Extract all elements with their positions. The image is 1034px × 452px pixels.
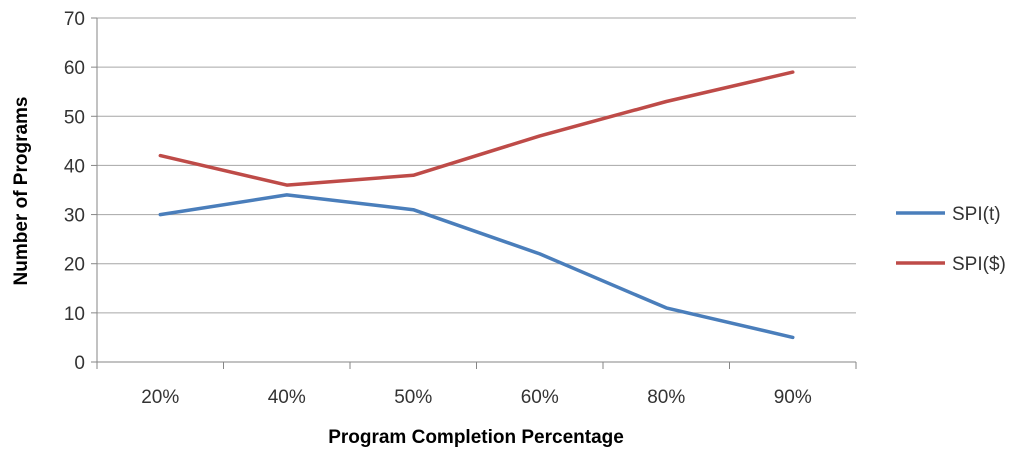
- gridlines: [97, 17, 856, 314]
- x-tick-label: 20%: [141, 387, 179, 408]
- series-lines: [158, 70, 795, 340]
- y-tick-label: 60: [64, 58, 85, 79]
- legend: SPI(t) SPI($): [896, 204, 1006, 275]
- x-tick-labels: 20% 40% 50% 60% 80% 90%: [141, 387, 812, 408]
- y-tick-label: 40: [64, 156, 85, 177]
- legend-item: SPI($): [896, 254, 1006, 275]
- series-line-1: [158, 70, 795, 187]
- x-tick-label: 50%: [394, 387, 432, 408]
- x-axis-title: Program Completion Percentage: [328, 427, 624, 448]
- y-tick-label: 20: [64, 255, 85, 276]
- y-tick-labels: 0 10 20 30 40 50 60 70: [64, 9, 85, 374]
- legend-label: SPI(t): [952, 204, 1001, 225]
- series-line-0: [158, 193, 795, 340]
- y-tick-label: 0: [74, 353, 85, 374]
- y-axis-title: Number of Programs: [11, 97, 32, 286]
- legend-item: SPI(t): [896, 204, 1001, 225]
- x-tick-label: 40%: [268, 387, 306, 408]
- y-tick-label: 10: [64, 304, 85, 325]
- x-tick-label: 60%: [521, 387, 559, 408]
- legend-label: SPI($): [952, 254, 1006, 275]
- y-tick-label: 50: [64, 107, 85, 128]
- axes: [91, 17, 857, 369]
- y-tick-label: 70: [64, 9, 85, 30]
- x-tick-label: 90%: [774, 387, 812, 408]
- y-tick-label: 30: [64, 206, 85, 227]
- x-tick-label: 80%: [647, 387, 685, 408]
